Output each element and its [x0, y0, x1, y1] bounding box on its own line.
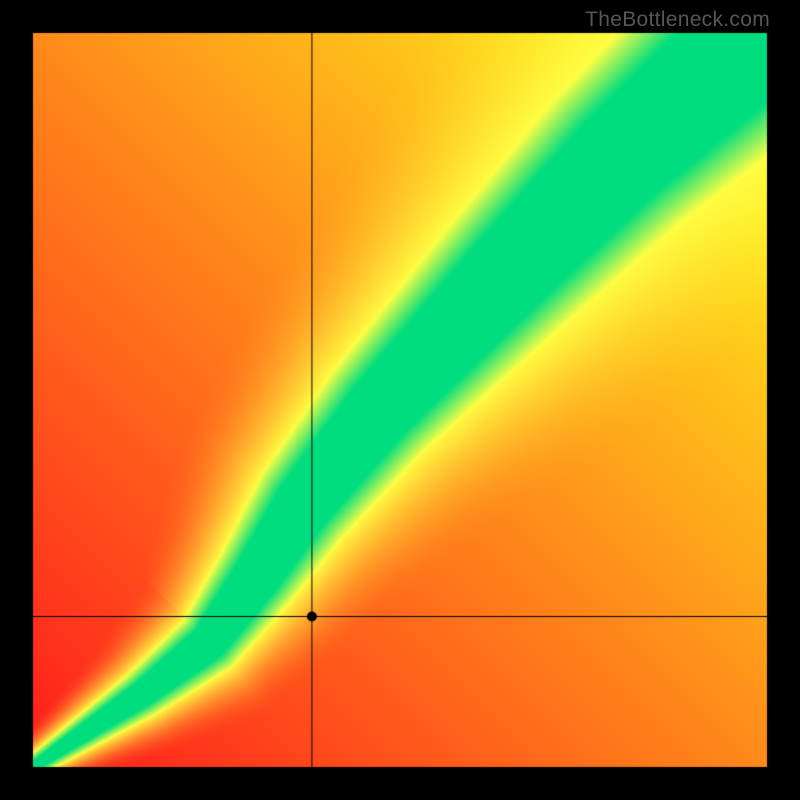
- watermark-text: TheBottleneck.com: [585, 8, 770, 32]
- heatmap-canvas: [0, 0, 800, 800]
- chart-container: TheBottleneck.com: [0, 0, 800, 800]
